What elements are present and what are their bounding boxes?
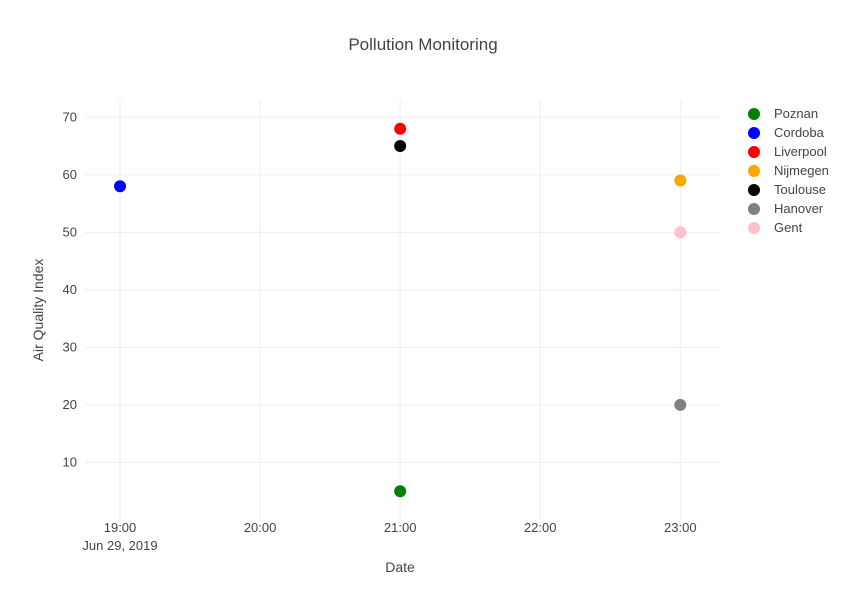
legend-label: Poznan [774, 106, 818, 121]
legend-item-cordoba[interactable]: Cordoba [748, 125, 825, 140]
legend-label: Gent [774, 220, 803, 235]
legend-item-hanover[interactable]: Hanover [748, 201, 824, 216]
legend-label: Nijmegen [774, 163, 829, 178]
x-axis-ticks: 19:00 20:00 21:00 22:00 23:00 [104, 520, 697, 535]
x-tick-label: 20:00 [244, 520, 277, 535]
data-point-hanover[interactable] [674, 398, 687, 411]
x-date-label: Jun 29, 2019 [82, 538, 157, 553]
data-point-liverpool[interactable] [394, 122, 407, 135]
legend-marker [748, 108, 760, 120]
y-tick-label: 60 [63, 167, 77, 182]
legend-label: Cordoba [774, 125, 825, 140]
x-tick-label: 21:00 [384, 520, 417, 535]
y-axis-ticks: 10 20 30 40 50 60 70 [63, 109, 77, 469]
x-tick-label: 23:00 [664, 520, 697, 535]
legend-item-nijmegen[interactable]: Nijmegen [748, 163, 829, 178]
legend-marker [748, 203, 760, 215]
data-point-cordoba[interactable] [114, 180, 127, 193]
legend-marker [748, 146, 760, 158]
y-axis-title: Air Quality Index [30, 259, 46, 362]
x-tick-label: 19:00 [104, 520, 137, 535]
data-point-toulouse[interactable] [394, 140, 407, 153]
y-tick-label: 40 [63, 282, 77, 297]
grid-lines [85, 100, 720, 520]
legend-marker [748, 222, 760, 234]
y-tick-label: 10 [63, 454, 77, 469]
y-tick-label: 50 [63, 224, 77, 239]
legend: Poznan Cordoba Liverpool Nijmegen Toulouse Ha… [748, 106, 829, 235]
data-points [114, 122, 687, 498]
y-tick-label: 70 [63, 109, 77, 124]
data-point-poznan[interactable] [394, 485, 407, 498]
legend-item-liverpool[interactable]: Liverpool [748, 144, 827, 159]
legend-marker [748, 127, 760, 139]
y-tick-label: 30 [63, 339, 77, 354]
y-tick-label: 20 [63, 397, 77, 412]
data-point-gent[interactable] [674, 226, 687, 239]
legend-marker [748, 184, 760, 196]
legend-label: Toulouse [774, 182, 826, 197]
x-tick-label: 22:00 [524, 520, 557, 535]
legend-label: Hanover [774, 201, 824, 216]
x-axis-title: Date [385, 559, 415, 575]
legend-item-poznan[interactable]: Poznan [748, 106, 818, 121]
legend-label: Liverpool [774, 144, 827, 159]
chart-title: Pollution Monitoring [348, 35, 497, 54]
legend-item-gent[interactable]: Gent [748, 220, 803, 235]
legend-marker [748, 165, 760, 177]
legend-item-toulouse[interactable]: Toulouse [748, 182, 826, 197]
data-point-nijmegen[interactable] [674, 174, 687, 187]
